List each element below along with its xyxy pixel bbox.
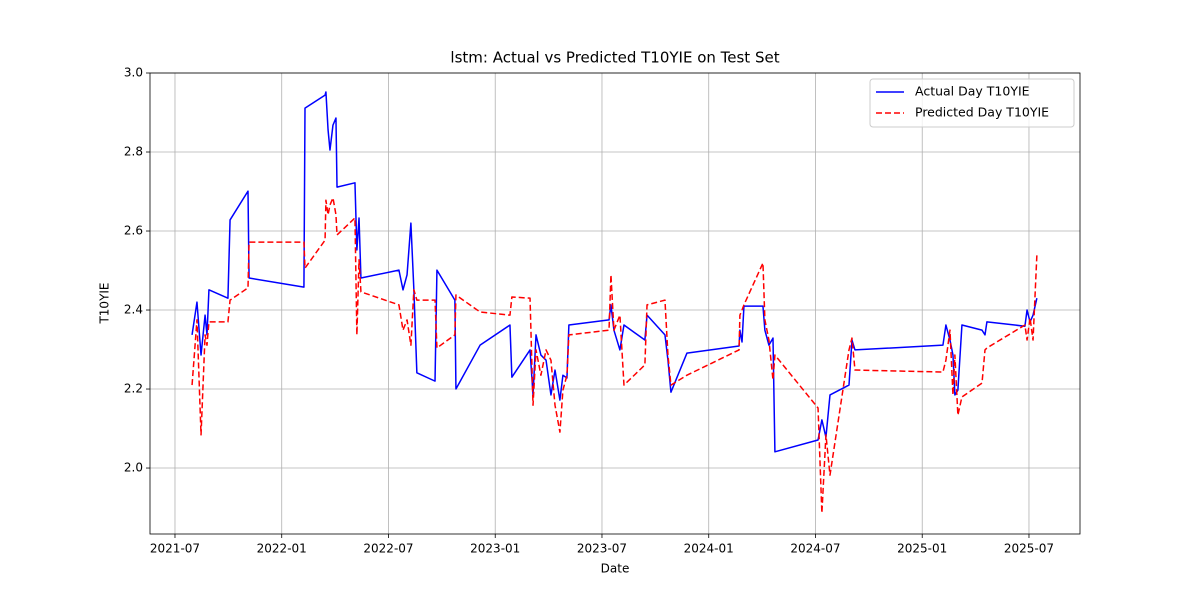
axes-frame (149, 72, 1081, 535)
y-tick-label: 2.0 (124, 461, 143, 475)
y-tick-label: 2.2 (124, 382, 143, 396)
legend-label: Predicted Day T10YIE (915, 105, 1049, 120)
x-tick-label: 2022-07 (363, 542, 413, 556)
y-axis-label: T10YIE (98, 282, 112, 324)
x-axis-label: Date (601, 562, 630, 576)
x-tick-label: 2021-07 (150, 542, 200, 556)
y-tick-label: 2.6 (124, 224, 143, 238)
x-tick-label: 2023-07 (577, 542, 627, 556)
x-tick-label: 2024-07 (790, 542, 840, 556)
x-tick-label: 2025-07 (1004, 542, 1054, 556)
y-tick-label: 2.8 (124, 145, 143, 159)
x-tick-label: 2025-01 (897, 542, 947, 556)
chart-title: lstm: Actual vs Predicted T10YIE on Test… (450, 49, 779, 67)
data-line (191, 197, 1038, 514)
x-tick-label: 2024-01 (684, 542, 734, 556)
data-line (191, 91, 1038, 453)
legend-label: Actual Day T10YIE (915, 84, 1030, 99)
y-tick-label: 3.0 (124, 66, 143, 80)
y-tick-label: 2.4 (124, 303, 143, 317)
x-tick-label: 2023-01 (470, 542, 520, 556)
legend-box (869, 78, 1075, 128)
x-tick-label: 2022-01 (257, 542, 307, 556)
legend: Actual Day T10YIE Predicted Day T10YIE (869, 78, 1075, 128)
